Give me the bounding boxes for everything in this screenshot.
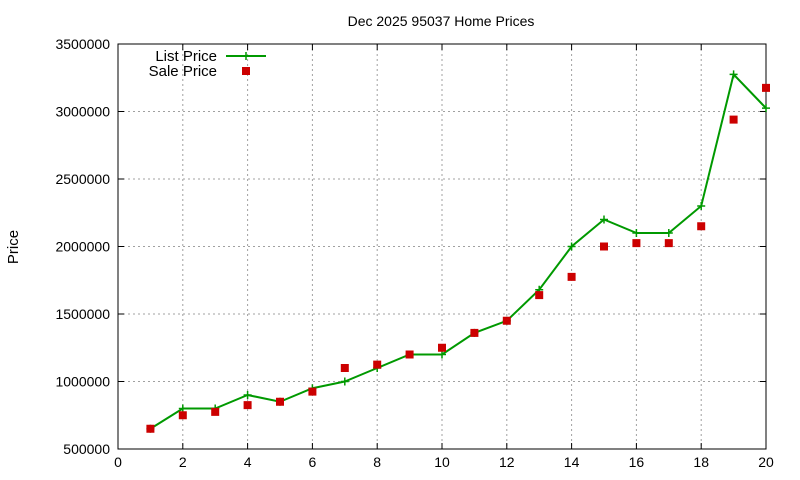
data-point bbox=[632, 239, 641, 248]
data-point bbox=[243, 401, 252, 410]
data-point bbox=[178, 411, 187, 420]
x-tick-label: 12 bbox=[499, 454, 515, 470]
data-point bbox=[729, 115, 738, 124]
x-tick-label: 2 bbox=[179, 454, 187, 470]
x-tick-label: 14 bbox=[564, 454, 580, 470]
x-tick-label: 8 bbox=[373, 454, 381, 470]
x-tick-label: 0 bbox=[114, 454, 122, 470]
data-point bbox=[697, 222, 706, 231]
legend-label-sale-price: Sale Price bbox=[149, 63, 217, 80]
data-point bbox=[762, 83, 770, 92]
x-tick-label: 20 bbox=[758, 454, 774, 470]
data-point bbox=[632, 229, 641, 237]
legend-marker-sale-price bbox=[242, 67, 250, 75]
data-point bbox=[340, 364, 349, 372]
y-axis-label: Price bbox=[5, 230, 22, 264]
data-point bbox=[308, 387, 317, 396]
legend-marker-list-price bbox=[242, 52, 250, 60]
data-point bbox=[405, 350, 414, 359]
data-point bbox=[438, 343, 446, 352]
series-sale-price bbox=[146, 83, 770, 433]
data-point bbox=[664, 229, 673, 237]
data-point bbox=[211, 407, 220, 416]
data-point bbox=[438, 350, 446, 359]
x-tick-label: 4 bbox=[244, 454, 252, 470]
x-tick-label: 18 bbox=[693, 454, 709, 470]
data-point bbox=[243, 391, 252, 399]
data-point bbox=[178, 404, 187, 413]
data-point bbox=[502, 316, 511, 325]
gridlines bbox=[118, 44, 766, 449]
series-layer bbox=[146, 70, 770, 433]
x-tick-label: 6 bbox=[309, 454, 317, 470]
y-tick-label: 1500000 bbox=[55, 306, 110, 322]
data-point bbox=[146, 424, 155, 433]
data-point bbox=[567, 242, 576, 251]
series-line bbox=[149, 72, 767, 430]
data-point bbox=[340, 377, 349, 386]
y-tick-label: 2000000 bbox=[55, 239, 110, 255]
y-tick-label: 3500000 bbox=[55, 36, 110, 52]
data-point bbox=[567, 272, 576, 281]
y-tick-label: 3000000 bbox=[55, 104, 110, 120]
x-tick-label: 16 bbox=[629, 454, 645, 470]
chart-title: Dec 2025 95037 Home Prices bbox=[348, 13, 535, 29]
series-list-price bbox=[146, 70, 770, 433]
y-tick-label: 1000000 bbox=[55, 374, 110, 390]
legend: List Price Sale Price bbox=[149, 48, 266, 80]
data-point bbox=[276, 397, 284, 406]
axis-ticks bbox=[117, 43, 767, 450]
y-tick-label: 500000 bbox=[63, 441, 110, 457]
data-point bbox=[535, 291, 544, 300]
tick-labels: 0 2 4 6 8 10 12 14 16 18 20 500000 1000000 1500000 200… bbox=[55, 36, 774, 470]
data-point bbox=[470, 328, 479, 337]
data-point bbox=[373, 360, 382, 369]
data-point bbox=[729, 70, 738, 79]
data-point bbox=[762, 104, 770, 113]
data-point bbox=[600, 242, 608, 251]
y-tick-label: 2500000 bbox=[55, 171, 110, 187]
data-point bbox=[697, 202, 706, 210]
data-point bbox=[600, 215, 608, 224]
x-tick-label: 10 bbox=[434, 454, 450, 470]
data-point bbox=[664, 239, 673, 248]
legend-label-list-price: List Price bbox=[155, 48, 217, 65]
